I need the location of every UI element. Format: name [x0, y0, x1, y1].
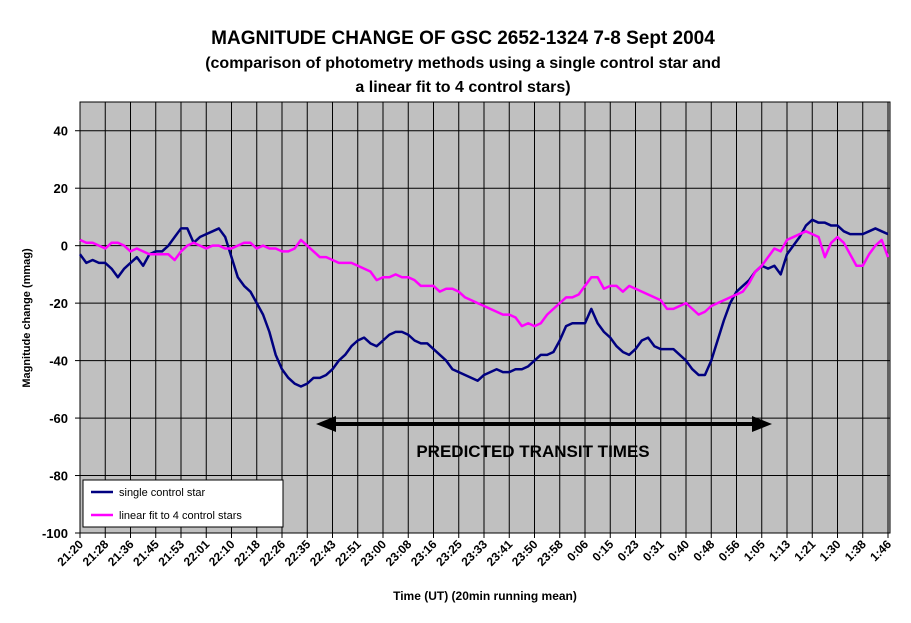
x-tick-label: 22:10 [206, 537, 238, 569]
x-tick-label: 22:51 [332, 537, 364, 569]
chart-subtitle: (comparison of photometry methods using … [205, 55, 721, 72]
legend-label: single control star [119, 487, 206, 499]
x-tick-label: 1:38 [842, 537, 869, 564]
x-tick-label: 23:33 [459, 537, 491, 569]
arrow-head [752, 416, 772, 432]
y-tick-label: -60 [49, 411, 68, 426]
x-tick-label: 0:56 [716, 537, 743, 564]
chart-subtitle: a linear fit to 4 control stars) [355, 79, 570, 96]
x-tick-label: 0:31 [640, 537, 667, 564]
x-tick-label: 21:28 [80, 537, 112, 569]
y-tick-label: 40 [54, 124, 68, 139]
y-tick-label: -40 [49, 354, 68, 369]
x-axis-label: Time (UT) (20min running mean) [393, 589, 577, 603]
plot-area [80, 102, 890, 533]
x-tick-label: 22:01 [181, 537, 213, 569]
y-axis-label: Magnitude change (mmag) [21, 248, 33, 388]
y-tick-label: -100 [42, 526, 68, 541]
x-tick-label: 21:36 [105, 537, 137, 569]
x-tick-label: 23:41 [484, 537, 516, 569]
x-tick-label: 22:26 [257, 537, 289, 569]
y-tick-label: 0 [61, 239, 68, 254]
x-tick-label: 0:06 [564, 537, 591, 564]
x-tick-label: 23:50 [509, 537, 541, 569]
legend-label: linear fit to 4 control stars [119, 510, 242, 522]
legend-box [82, 479, 284, 528]
x-tick-label: 22:35 [282, 537, 314, 569]
x-tick-label: 1:05 [741, 537, 768, 564]
x-tick-label: 23:25 [433, 537, 465, 569]
x-tick-label: 23:08 [383, 537, 415, 569]
chart-title: MAGNITUDE CHANGE OF GSC 2652-1324 7-8 Se… [211, 28, 715, 49]
x-tick-label: 1:13 [766, 537, 793, 564]
annotation: PREDICTED TRANSIT TIMES [416, 442, 649, 461]
arrow-head [316, 416, 336, 432]
x-tick-label: 23:58 [534, 537, 566, 569]
y-tick-label: -80 [49, 469, 68, 484]
x-tick-label: 0:23 [615, 537, 642, 564]
x-tick-label: 1:21 [791, 537, 818, 564]
y-tick-label: -20 [49, 296, 68, 311]
x-tick-label: 22:43 [307, 537, 339, 569]
x-tick-label: 22:18 [231, 537, 263, 569]
plot-border [79, 101, 891, 534]
x-tick-label: 23:16 [408, 537, 440, 569]
x-tick-label: 1:46 [867, 537, 894, 564]
y-tick-label: 20 [54, 181, 68, 196]
series-line [79, 230, 890, 328]
x-tick-label: 23:00 [358, 537, 390, 569]
x-tick-label: 0:40 [665, 537, 692, 564]
x-tick-label: 1:30 [817, 537, 844, 564]
x-tick-label: 21:53 [156, 537, 188, 569]
x-tick-label: 21:20 [55, 537, 87, 569]
x-tick-label: 21:45 [130, 537, 162, 569]
x-tick-label: 0:15 [589, 537, 616, 564]
x-tick-label: 0:48 [690, 537, 717, 564]
